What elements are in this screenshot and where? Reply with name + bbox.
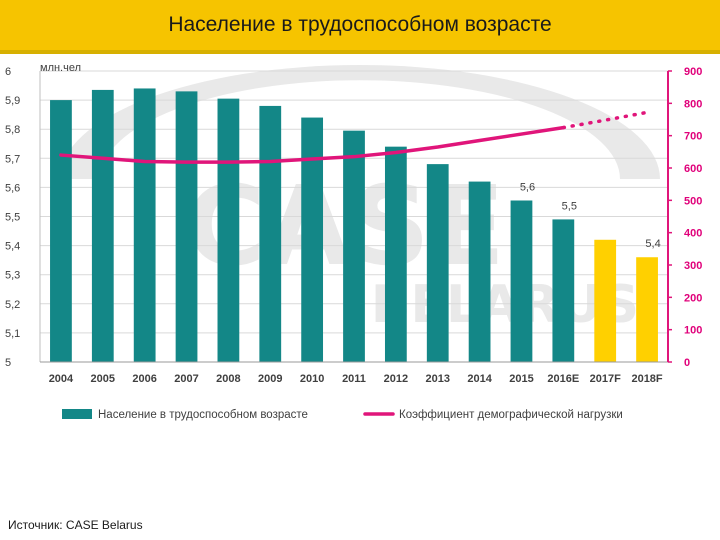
- y-right-tick-label: 300: [684, 260, 702, 272]
- x-tick-label: 2016E: [547, 373, 579, 385]
- x-tick-label: 2012: [384, 373, 408, 385]
- x-tick-label: 2006: [132, 373, 156, 385]
- x-tick-label: 2018F: [631, 373, 662, 385]
- bar: [552, 219, 575, 362]
- bar: [636, 257, 658, 362]
- bar: [50, 100, 72, 362]
- y-axis-label: млн.чел: [40, 62, 81, 74]
- bar: [468, 181, 491, 362]
- y-left-tick-label: 5,7: [5, 153, 20, 165]
- x-tick-label: 2013: [425, 373, 449, 385]
- y-right-tick-label: 400: [684, 228, 702, 240]
- y-right-tick-label: 800: [684, 98, 702, 110]
- bar: [510, 200, 533, 362]
- x-tick-label: 2008: [216, 373, 240, 385]
- y-right-tick-label: 0: [684, 357, 690, 369]
- y-left-tick-label: 5: [5, 357, 11, 369]
- y-right-tick-label: 200: [684, 292, 702, 304]
- y-left-tick-label: 5,2: [5, 299, 20, 311]
- data-label: 5,6: [520, 181, 535, 193]
- y-right-tick-label: 500: [684, 195, 702, 207]
- x-tick-label: 2011: [342, 373, 366, 385]
- data-label: 5,5: [562, 200, 577, 212]
- bar: [384, 146, 407, 362]
- bar: [133, 88, 156, 363]
- x-tick-label: 2005: [91, 373, 115, 385]
- y-left-tick-label: 5,5: [5, 212, 20, 224]
- title-divider: [0, 50, 720, 54]
- bar: [217, 98, 240, 362]
- bar: [175, 91, 198, 362]
- bar: [301, 117, 324, 362]
- line-solid: [59, 125, 566, 164]
- bar: [594, 239, 617, 362]
- y-left-tick-label: 5,3: [5, 270, 20, 282]
- bar: [426, 164, 449, 362]
- legend-label-bar: Население в трудоспособном возрасте: [98, 409, 308, 421]
- axes: 5 5,1 5,2 5,3 5,4 5,5 5,6 5,7 5,8 5,9 6 0 100 200 300 4…: [5, 62, 702, 385]
- legend-swatch-bar: [62, 409, 92, 419]
- y-left-tick-label: 5,1: [5, 328, 20, 340]
- legend: Население в трудоспособном возрасте Коэфф…: [62, 409, 623, 421]
- y-left-tick-label: 5,8: [5, 124, 20, 136]
- x-tick-label: 2004: [49, 373, 74, 385]
- bar: [91, 89, 114, 362]
- x-tick-label: 2014: [467, 373, 492, 385]
- y-right-tick-label: 700: [684, 131, 702, 143]
- y-right-tick-label: 900: [684, 66, 702, 78]
- bar: [259, 105, 282, 363]
- bars: [50, 88, 658, 363]
- y-left-tick-label: 6: [5, 66, 11, 78]
- y-left-tick-label: 5,4: [5, 241, 20, 253]
- line-dotted: [561, 110, 649, 130]
- y-left-tick-label: 5,6: [5, 182, 20, 194]
- y-right-tick-label: 100: [684, 325, 702, 337]
- y-left-tick-label: 5,9: [5, 95, 20, 107]
- legend-label-line: Коэффициент демографической нагрузки: [399, 409, 623, 421]
- y-right-tick-label: 600: [684, 163, 702, 175]
- line-series: [59, 110, 649, 164]
- x-tick-label: 2017F: [590, 373, 621, 385]
- chart: CASEBELARUS 55,15,25,35,45,55,65,75,85,9…: [5, 62, 702, 421]
- data-labels: 5,6 5,5 5,4: [520, 181, 661, 250]
- source-note: Источник: CASE Belarus: [8, 518, 143, 532]
- page-title: Население в трудоспособном возрасте: [168, 13, 552, 36]
- watermark-swoosh: [60, 65, 660, 179]
- bar: [343, 130, 365, 362]
- title-bar: Население в трудоспособном возрасте: [0, 0, 720, 50]
- x-tick-label: 2009: [258, 373, 282, 385]
- x-tick-label: 2007: [174, 373, 198, 385]
- x-tick-label: 2015: [509, 373, 533, 385]
- x-tick-label: 2010: [300, 373, 324, 385]
- data-label: 5,4: [645, 238, 660, 250]
